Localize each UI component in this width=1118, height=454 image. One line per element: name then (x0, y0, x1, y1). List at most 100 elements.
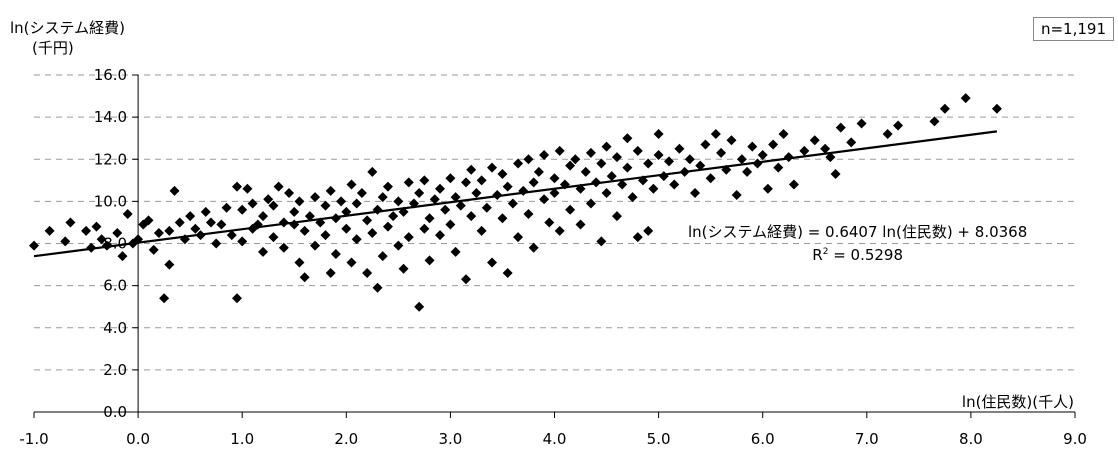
data-point-194 (809, 135, 820, 146)
data-point-6 (91, 221, 102, 232)
r-squared-power: 2 (822, 247, 829, 257)
x-tick-labels: -1.0 0.0 1.0 2.0 3.0 4.0 5.0 6.0 7.0 8.0 9.0 (19, 430, 1087, 448)
r-squared-value: = 0.5298 (828, 246, 904, 264)
x-tick-label-4: 3.0 (438, 430, 462, 448)
y-axis-label-line2: (千円) (32, 39, 74, 57)
data-point-85 (393, 240, 404, 251)
data-point-19 (164, 259, 175, 270)
data-point-66 (336, 196, 347, 207)
regression-annotation: ln(システム経費) = 0.6407 ln(住民数) + 8.0368 R2 … (688, 222, 1027, 265)
data-point-129 (528, 242, 539, 253)
data-point-70 (346, 257, 357, 268)
data-point-46 (273, 181, 284, 192)
data-point-36 (237, 204, 248, 215)
data-point-150 (601, 187, 612, 198)
data-point-203 (929, 116, 940, 127)
data-point-62 (325, 185, 336, 196)
data-point-109 (466, 211, 477, 222)
data-point-27 (200, 206, 211, 217)
data-point-172 (684, 154, 695, 165)
data-point-89 (403, 177, 414, 188)
data-point-200 (856, 118, 867, 129)
data-point-192 (788, 179, 799, 190)
data-point-159 (632, 145, 643, 156)
data-point-108 (461, 177, 472, 188)
data-point-112 (476, 225, 487, 236)
data-point-17 (153, 227, 164, 238)
data-point-157 (622, 133, 633, 144)
y-tick-label-1: 2.0 (103, 361, 127, 379)
data-point-173 (690, 187, 701, 198)
data-point-1 (44, 225, 55, 236)
data-point-139 (565, 160, 576, 171)
data-point-123 (513, 158, 524, 169)
data-point-22 (174, 217, 185, 228)
data-point-58 (310, 240, 321, 251)
data-point-96 (424, 213, 435, 224)
data-point-106 (455, 200, 466, 211)
data-point-187 (762, 183, 773, 194)
data-point-24 (185, 211, 196, 222)
data-point-52 (294, 257, 305, 268)
data-point-45 (268, 200, 279, 211)
data-point-73 (356, 187, 367, 198)
data-point-7 (96, 234, 107, 245)
y-axis-label-line1: ln(システム経費) (10, 19, 125, 37)
data-point-18 (159, 293, 170, 304)
data-point-92 (414, 301, 425, 312)
data-point-114 (481, 202, 492, 213)
data-point-100 (434, 183, 445, 194)
trendline (33, 130, 998, 258)
y-tick-label-3: 6.0 (103, 277, 127, 295)
data-point-180 (726, 135, 737, 146)
data-point-105 (450, 246, 461, 257)
data-point-186 (757, 150, 768, 161)
x-tick-label-1: 0.0 (126, 430, 150, 448)
data-point-183 (742, 166, 753, 177)
data-point-83 (382, 181, 393, 192)
data-point-69 (346, 179, 357, 190)
data-point-55 (299, 225, 310, 236)
data-point-124 (513, 232, 524, 243)
x-tick-label-6: 5.0 (647, 430, 671, 448)
data-point-107 (461, 274, 472, 285)
data-point-11 (122, 209, 133, 220)
sample-size-box: n=1,191 (1032, 17, 1114, 41)
data-point-49 (284, 187, 295, 198)
data-point-54 (299, 272, 310, 283)
data-point-79 (372, 204, 383, 215)
data-point-29 (211, 238, 222, 249)
y-tick-label-8: 16.0 (94, 66, 127, 84)
data-point-78 (372, 282, 383, 293)
data-point-120 (502, 181, 513, 192)
data-point-101 (440, 204, 451, 215)
data-point-110 (466, 164, 477, 175)
data-point-33 (231, 181, 242, 192)
data-point-145 (585, 147, 596, 158)
y-tick-label-5: 10.0 (94, 192, 127, 210)
data-point-201 (882, 128, 893, 139)
data-point-30 (216, 219, 227, 230)
data-point-2 (60, 236, 71, 247)
data-point-31 (221, 202, 232, 213)
data-point-42 (258, 211, 269, 222)
data-point-168 (664, 156, 675, 167)
data-point-47 (278, 242, 289, 253)
data-point-132 (539, 150, 550, 161)
data-point-121 (502, 267, 513, 278)
data-point-206 (991, 103, 1002, 114)
data-point-98 (429, 194, 440, 205)
data-point-204 (939, 103, 950, 114)
data-point-99 (434, 230, 445, 241)
data-point-20 (164, 225, 175, 236)
data-point-137 (554, 225, 565, 236)
data-point-130 (533, 166, 544, 177)
data-point-94 (419, 223, 430, 234)
data-point-77 (367, 166, 378, 177)
data-point-184 (747, 141, 758, 152)
data-point-135 (549, 187, 560, 198)
data-point-104 (450, 192, 461, 203)
data-point-15 (143, 215, 154, 226)
data-point-43 (263, 194, 274, 205)
data-point-181 (731, 190, 742, 201)
